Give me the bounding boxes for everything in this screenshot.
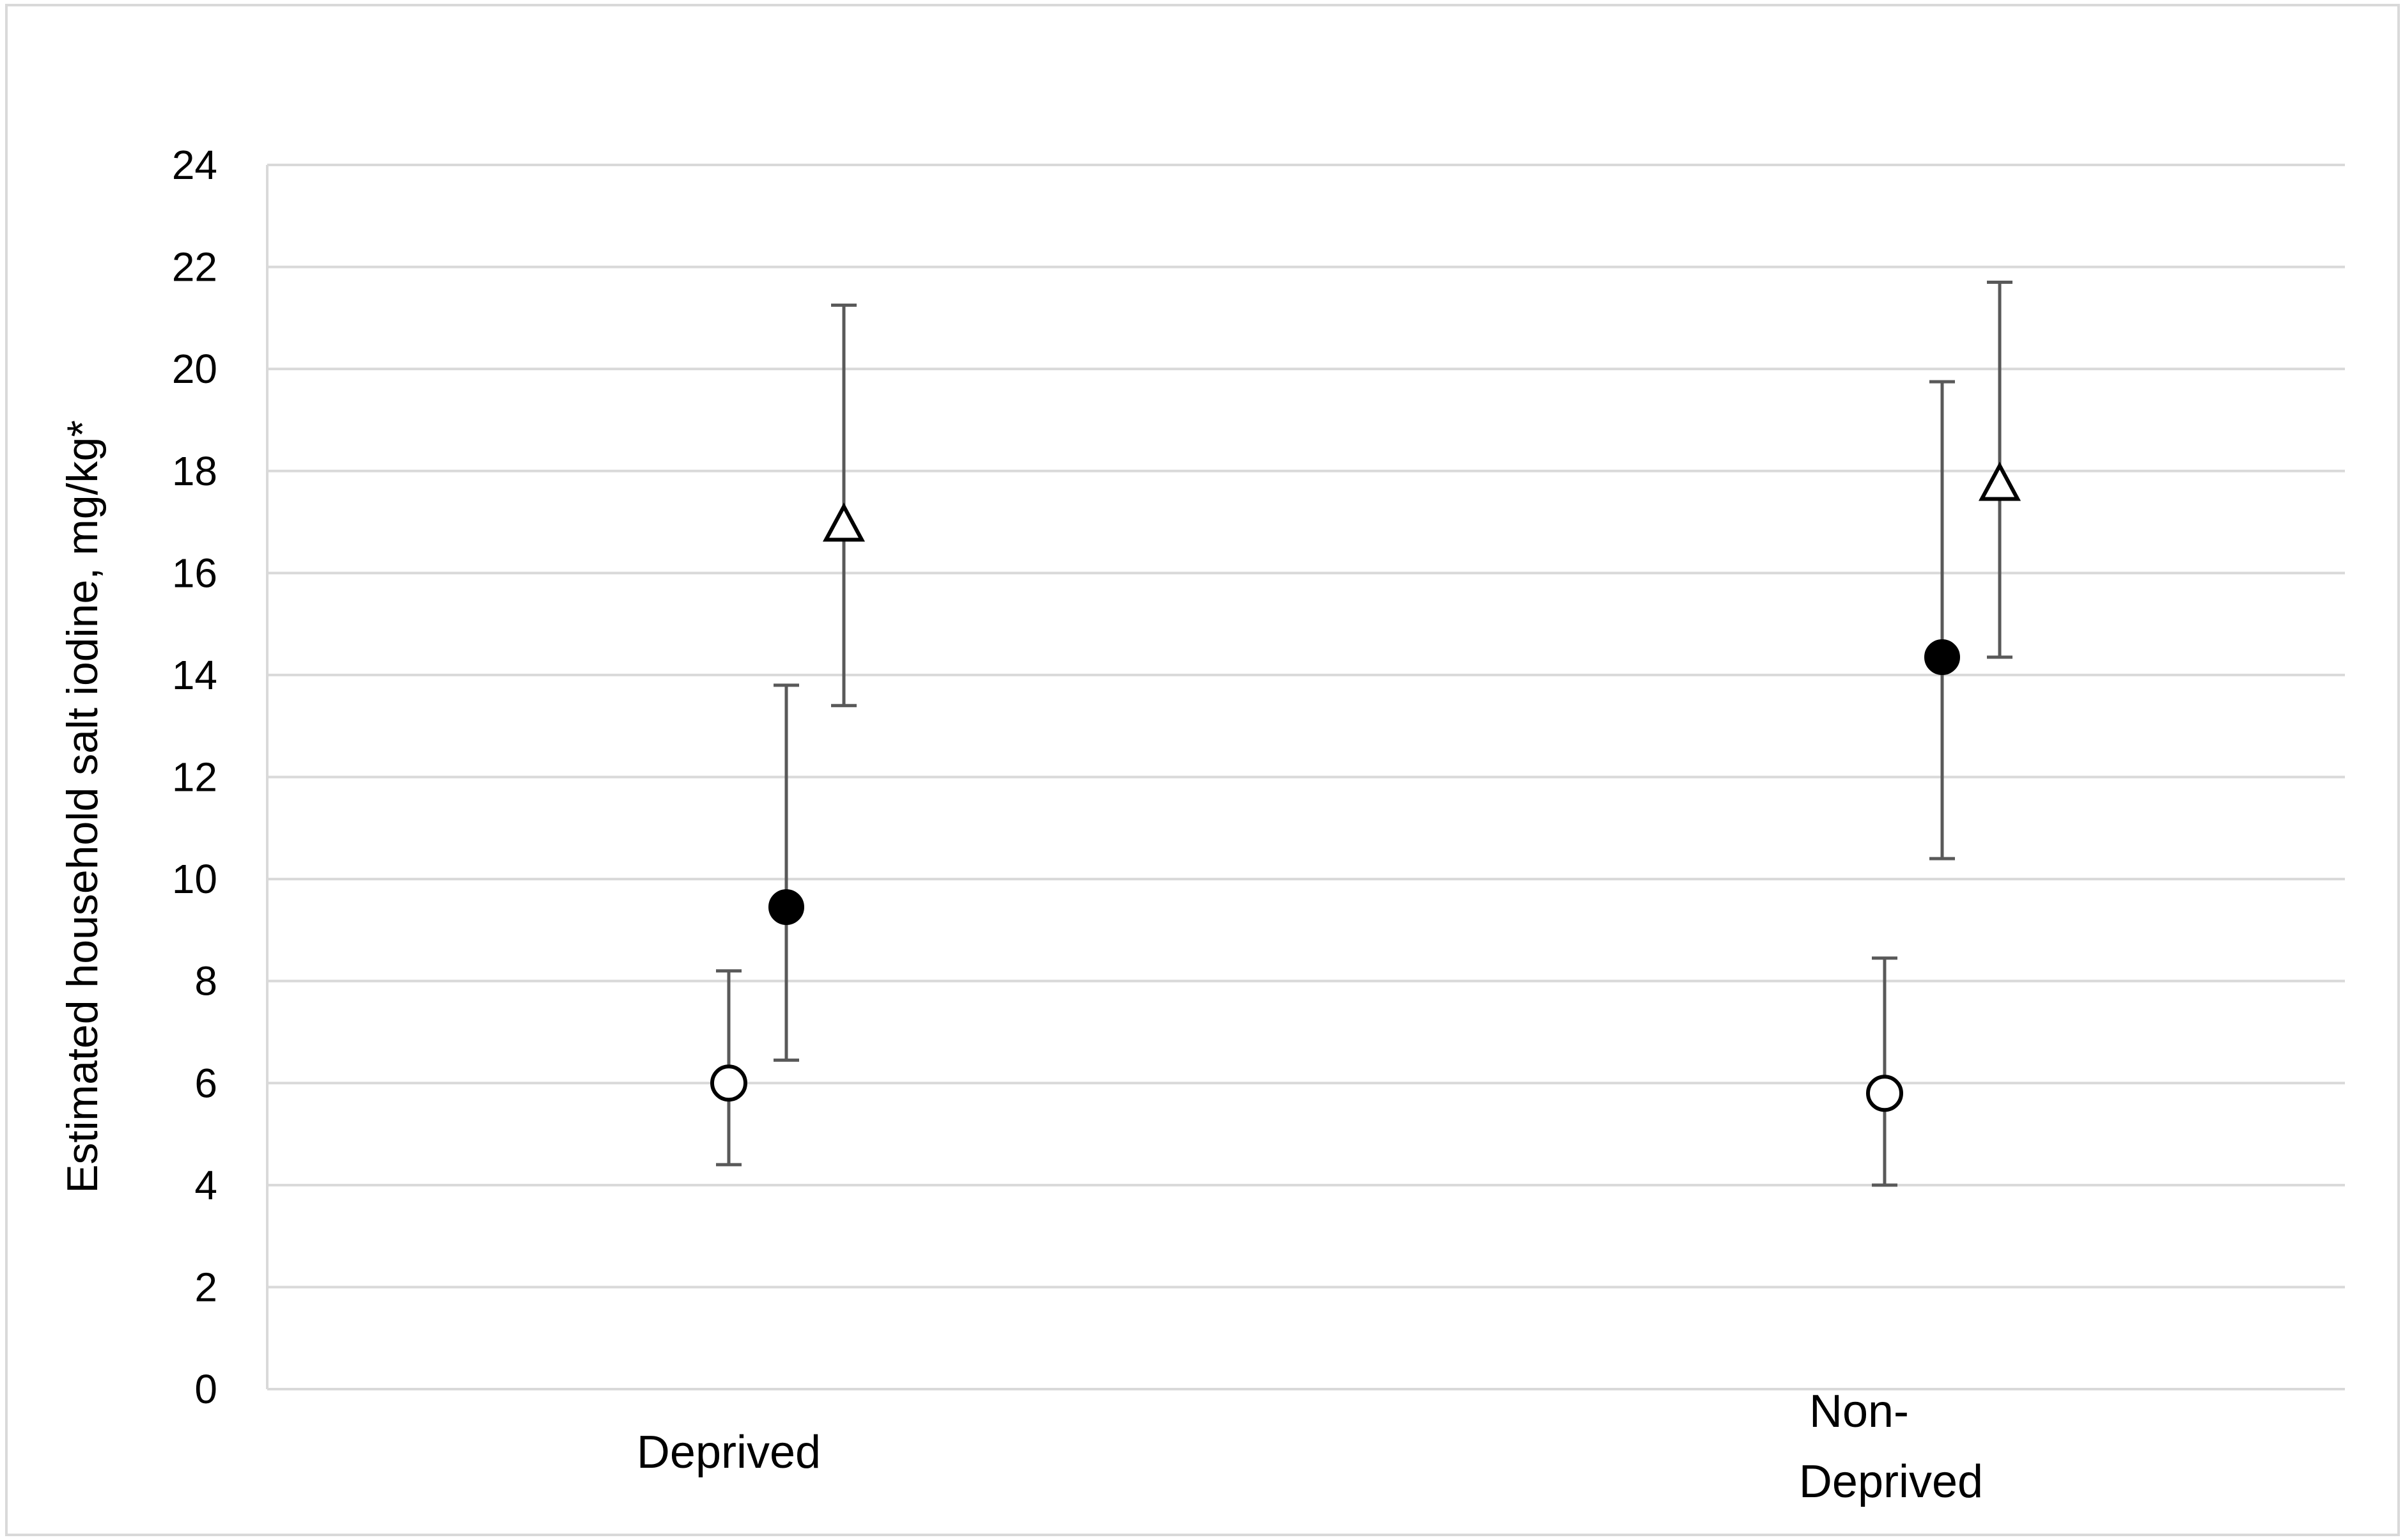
axes-layer bbox=[266, 165, 2345, 1390]
y-tick-label-18: 18 bbox=[172, 448, 217, 494]
point-open-circle-c0 bbox=[710, 1064, 747, 1102]
point-filled-circle-c0 bbox=[768, 889, 804, 925]
point-filled-circle-c1 bbox=[1924, 639, 1960, 675]
category-label-0: Deprived bbox=[637, 1427, 821, 1478]
y-tick-label-0: 0 bbox=[194, 1366, 217, 1412]
chart-frame-layer bbox=[5, 4, 2400, 1536]
y-tick-label-8: 8 bbox=[194, 958, 217, 1004]
category-label-line-1-1: Deprived bbox=[1799, 1456, 1983, 1507]
chart-border bbox=[5, 4, 2400, 1536]
point-open-triangle-c0 bbox=[822, 502, 866, 542]
category-label-1: Non- Deprived bbox=[1799, 1386, 1983, 1507]
y-tick-label-12: 12 bbox=[172, 754, 217, 800]
y-tick-label-2: 2 bbox=[194, 1264, 217, 1310]
y-tick-label-4: 4 bbox=[194, 1162, 217, 1208]
y-axis-title: Estimated household salt iodine, mg/kg* bbox=[58, 420, 107, 1194]
y-tick-label-10: 10 bbox=[172, 856, 217, 902]
y-tick-label-14: 14 bbox=[172, 652, 217, 698]
point-open-triangle-c1 bbox=[1978, 462, 2021, 501]
y-tick-label-6: 6 bbox=[194, 1060, 217, 1106]
data-points-layer bbox=[710, 462, 2021, 1112]
y-tick-label-22: 22 bbox=[172, 244, 217, 290]
gridlines-layer bbox=[267, 164, 2345, 1289]
category-labels-layer: Deprived Non- Deprived bbox=[637, 1386, 1983, 1507]
category-label-line-1-0: Non- bbox=[1809, 1386, 1909, 1437]
axis-title-layer: Estimated household salt iodine, mg/kg* bbox=[58, 420, 107, 1194]
point-open-circle-c1 bbox=[1866, 1075, 1903, 1112]
y-tick-label-16: 16 bbox=[172, 550, 217, 596]
y-tick-label-24: 24 bbox=[172, 142, 217, 188]
y-tick-label-20: 20 bbox=[172, 346, 217, 392]
error-bars-layer bbox=[716, 281, 2012, 1187]
